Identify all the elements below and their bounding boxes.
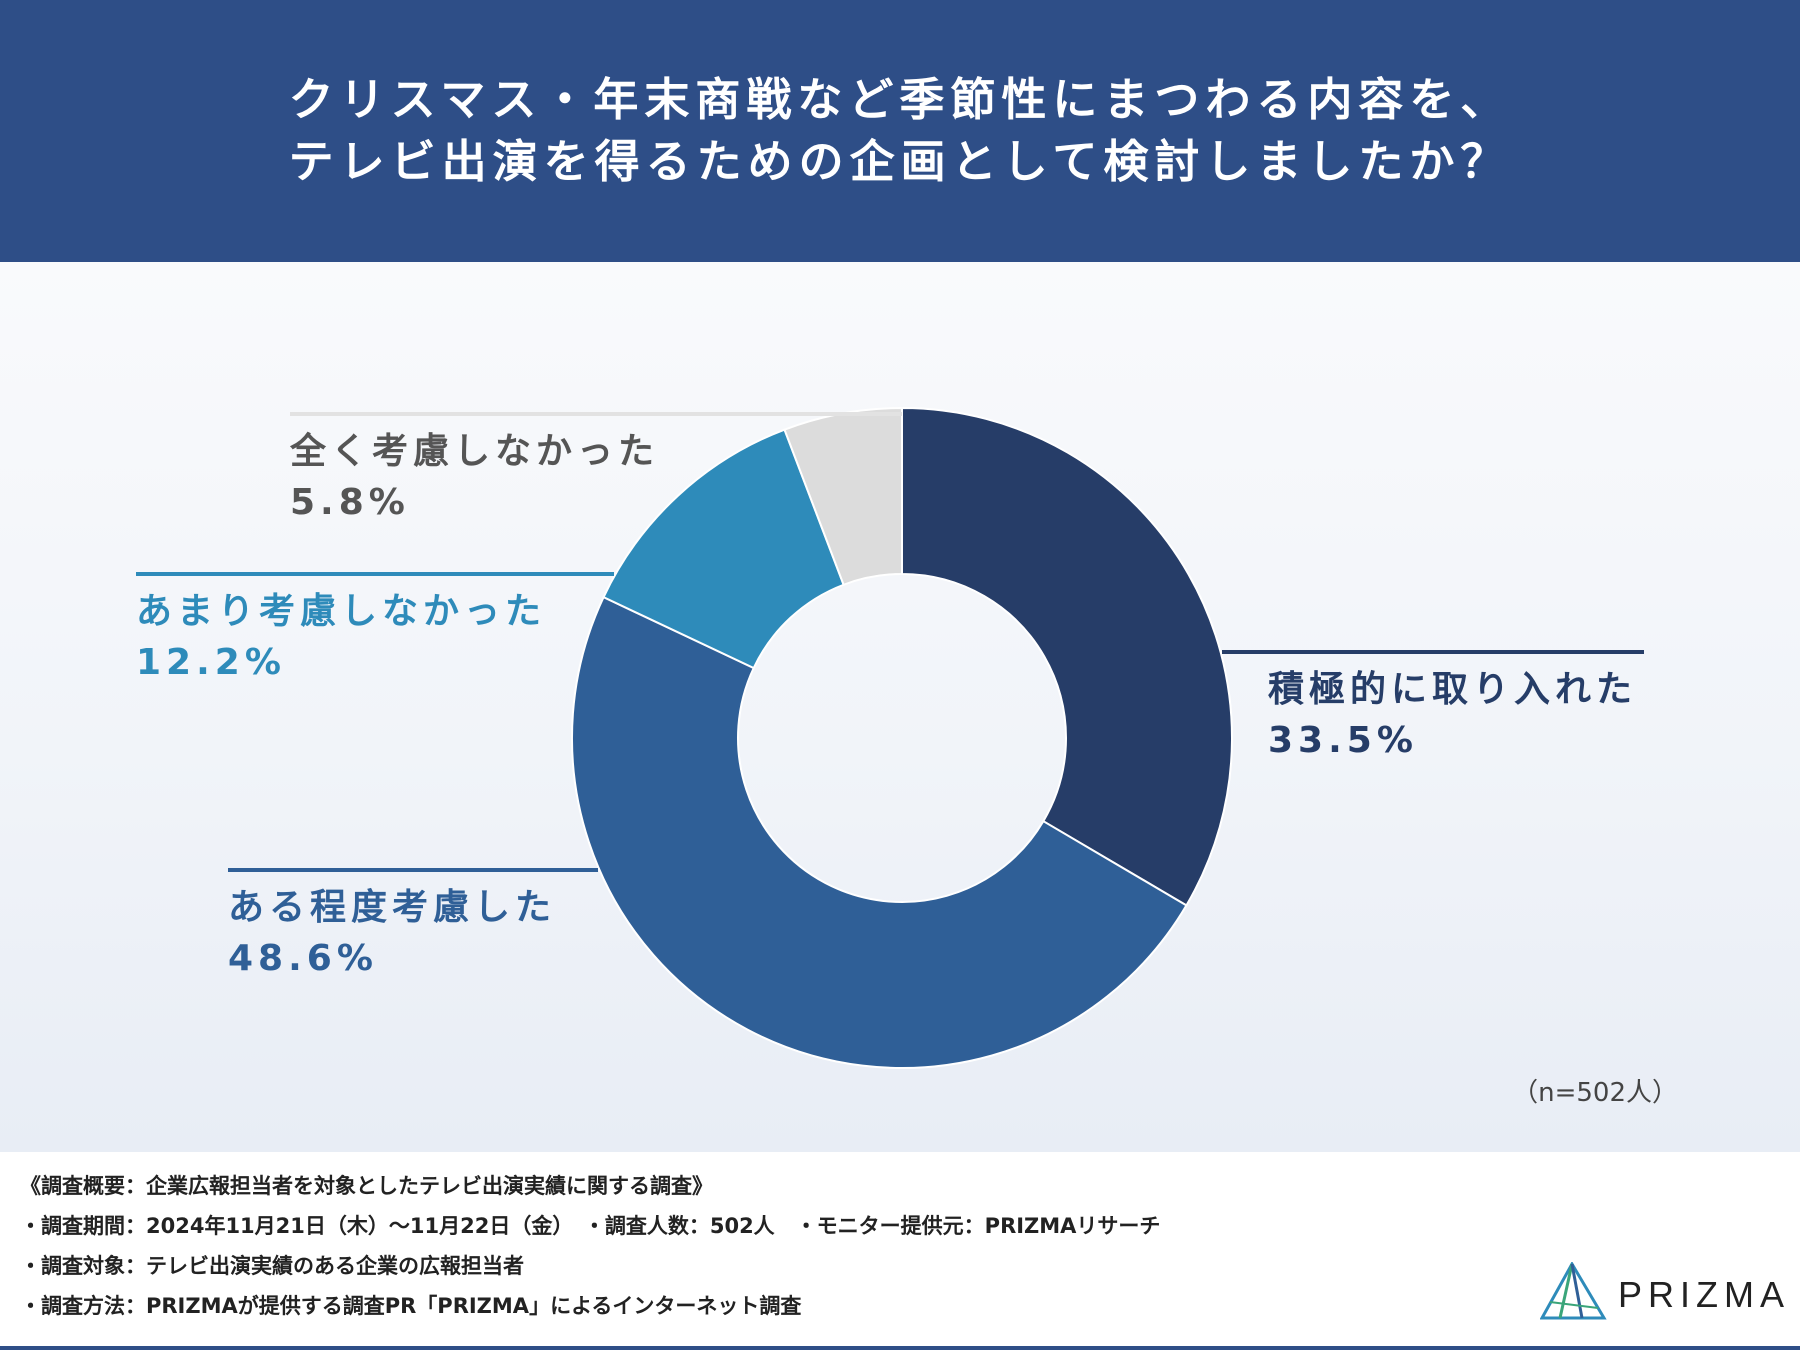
category-label-0: 積極的に取り入れた bbox=[1268, 669, 1638, 710]
donut-slice-3 bbox=[783, 406, 903, 587]
title-line-1: クリスマス・年末商戦など季節性にまつわる内容を、 bbox=[288, 73, 1512, 126]
prizma-logo-text: PRIZMA bbox=[1618, 1274, 1791, 1315]
survey-method: ・調査方法：PRIZMAが提供する調査PR「PRIZMA」によるインターネット調… bbox=[20, 1294, 802, 1318]
leader-line-1 bbox=[228, 868, 598, 872]
survey-period: ・調査期間：2024年11月21日（木）〜11月22日（金） ・調査人数：502… bbox=[20, 1214, 1161, 1238]
survey-target: ・調査対象：テレビ出演実績のある企業の広報担当者 bbox=[20, 1254, 524, 1278]
value-label-1: 48.6% bbox=[228, 938, 378, 979]
title-line-2: テレビ出演を得るための企画として検討しましたか？ bbox=[288, 135, 1512, 188]
donut-slice-2 bbox=[602, 428, 845, 670]
donut-slice-1 bbox=[571, 595, 1188, 1070]
value-label-3: 5.8% bbox=[290, 482, 410, 523]
footer: 《調査概要：企業広報担当者を対象としたテレビ出演実績に関する調査》 ・調査期間：… bbox=[0, 1152, 1800, 1350]
category-label-2: あまり考慮しなかった bbox=[136, 591, 547, 632]
header-banner: クリスマス・年末商戦など季節性にまつわる内容を、 テレビ出演を得るための企画とし… bbox=[0, 0, 1800, 262]
leader-line-0 bbox=[1222, 650, 1644, 654]
category-label-1: ある程度考慮した bbox=[228, 887, 557, 928]
chart-area: 積極的に取り入れた 33.5% ある程度考慮した 48.6% あまり考慮しなかっ… bbox=[0, 262, 1800, 1152]
survey-overview: 《調査概要：企業広報担当者を対象としたテレビ出演実績に関する調査》 bbox=[20, 1174, 713, 1198]
leader-line-2 bbox=[136, 572, 614, 576]
category-label-3: 全く考慮しなかった bbox=[290, 431, 660, 472]
bottom-rule bbox=[0, 1346, 1800, 1350]
donut-slice-0 bbox=[901, 406, 1233, 907]
value-label-0: 33.5% bbox=[1268, 720, 1418, 761]
prizma-logo-icon bbox=[1540, 1262, 1607, 1320]
sample-size-label: （n=502人） bbox=[1512, 1078, 1678, 1108]
leader-line-3 bbox=[290, 412, 902, 416]
donut-chart bbox=[571, 406, 1233, 1070]
value-label-2: 12.2% bbox=[136, 642, 286, 683]
